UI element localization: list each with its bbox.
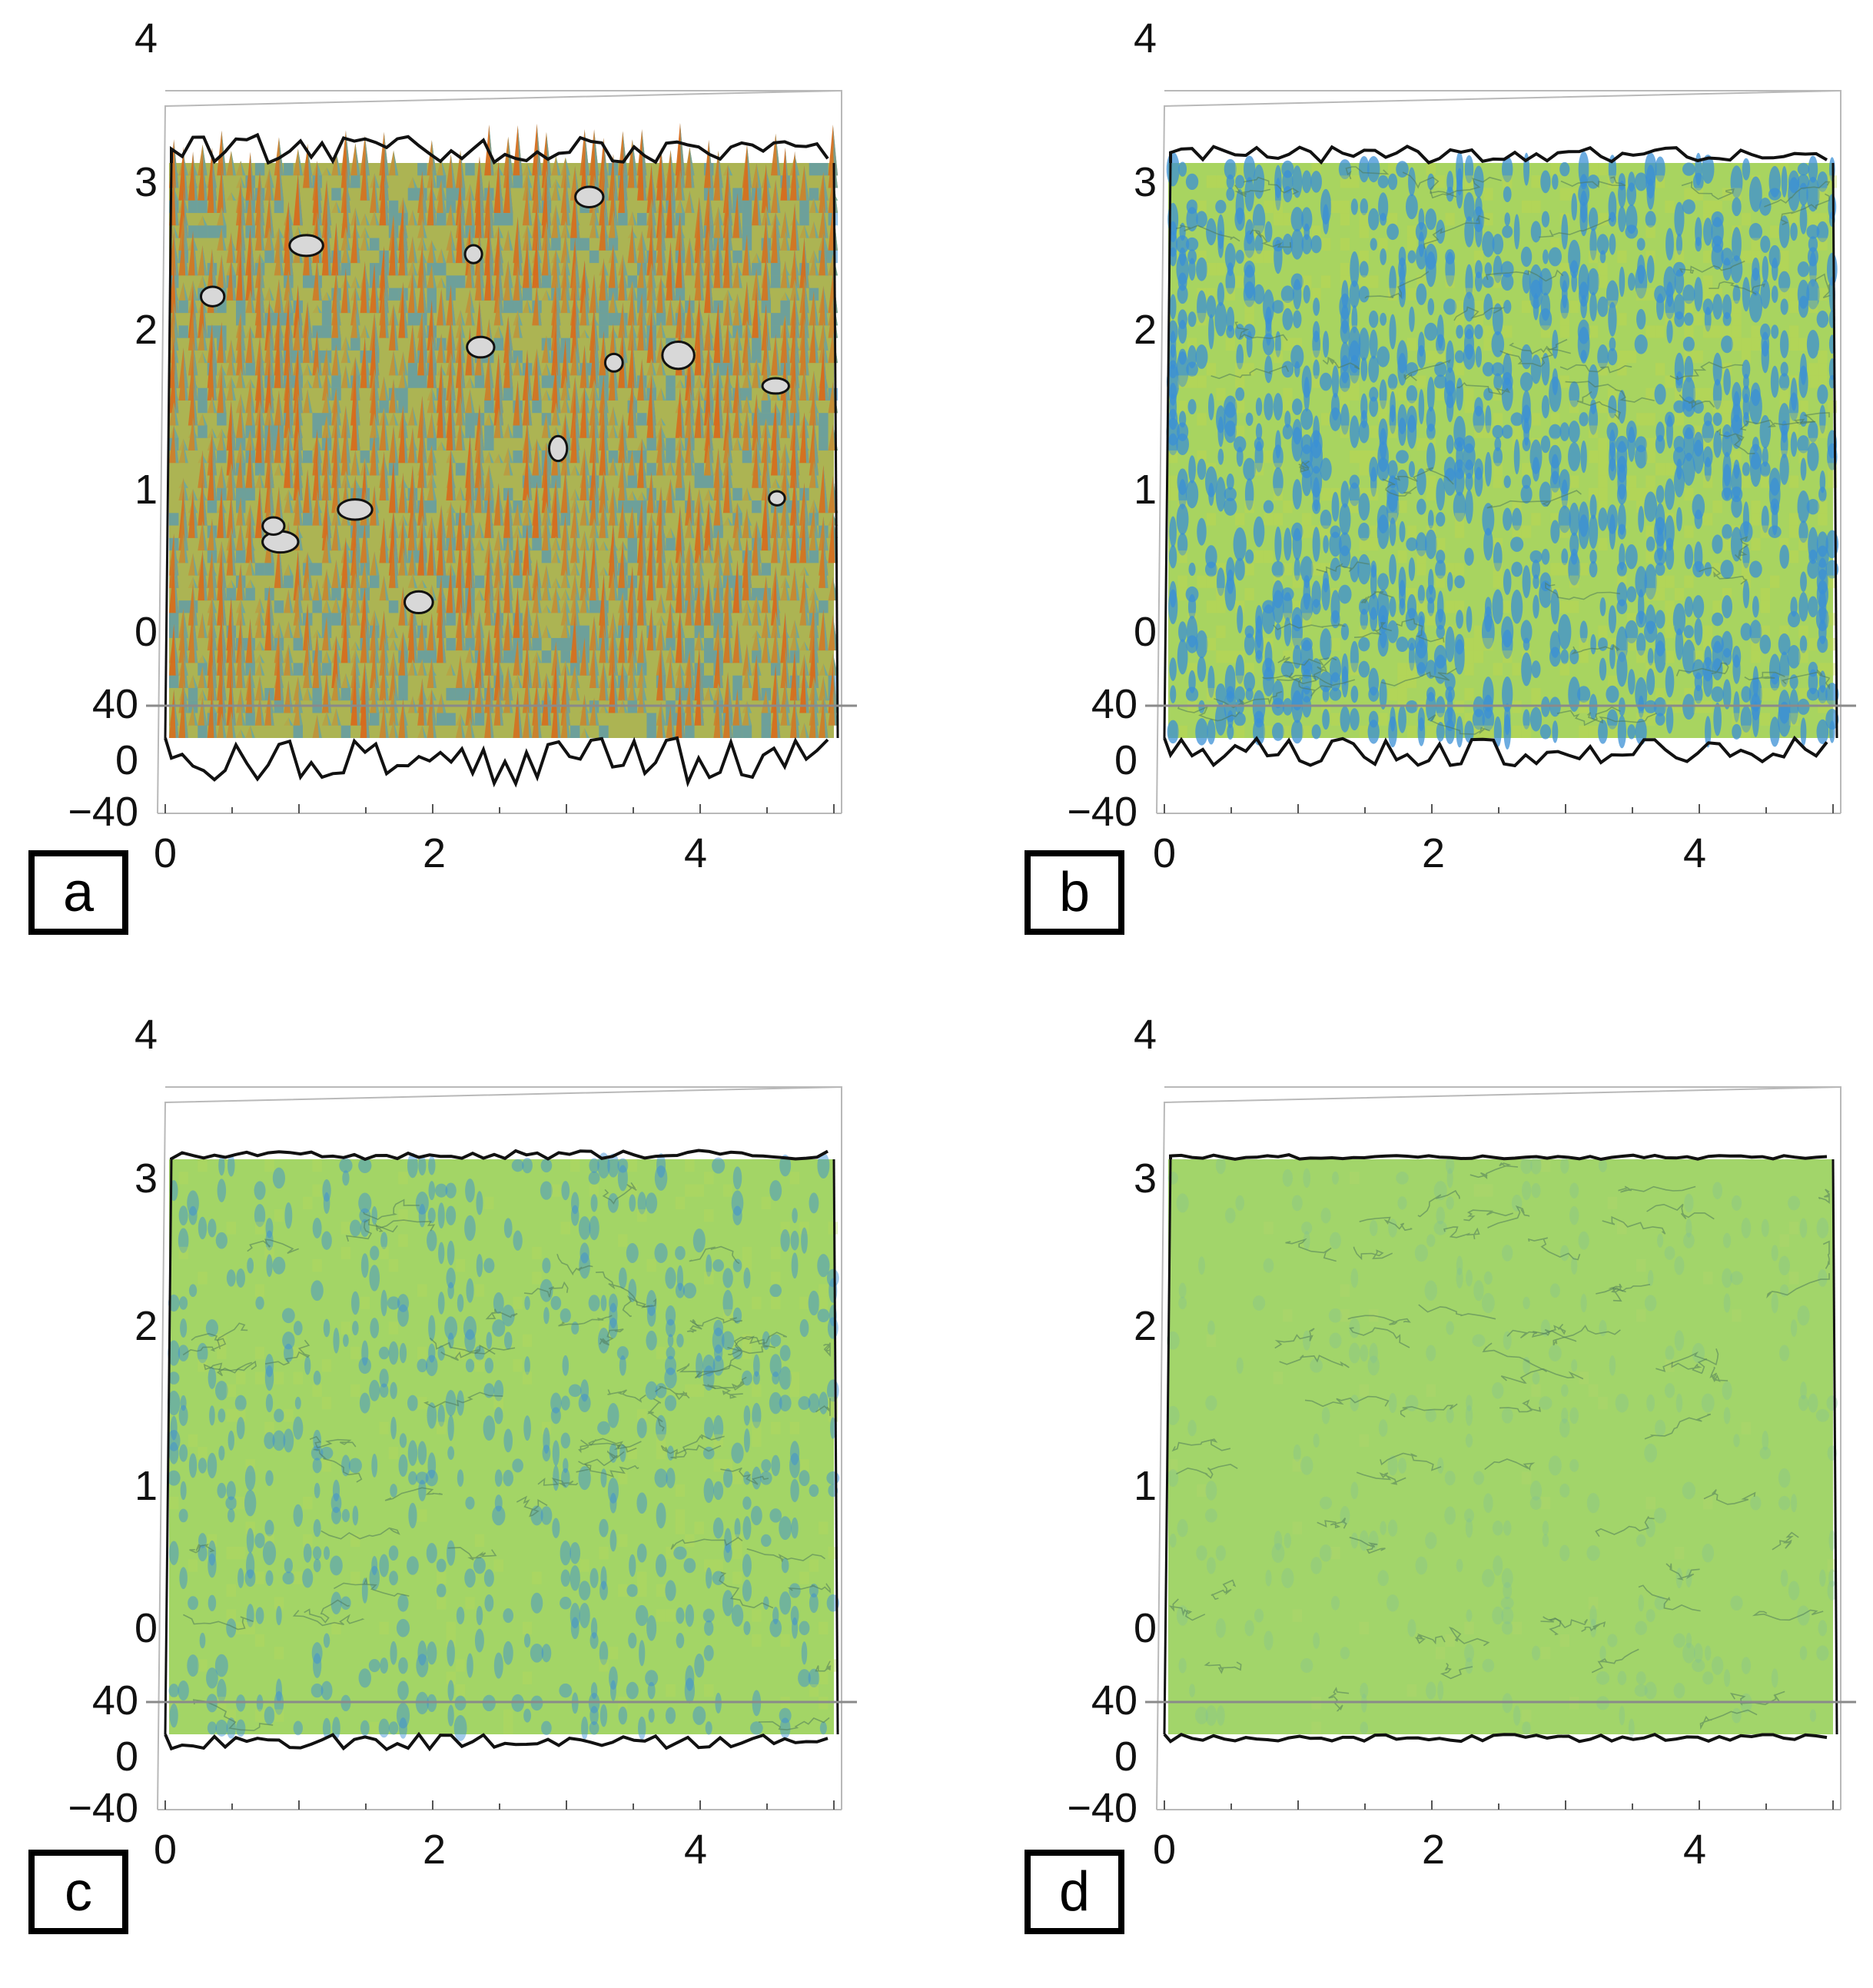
x-tick-label-a-1: 2 — [423, 830, 446, 876]
z-tick-label-d-0: −40 — [1067, 1785, 1137, 1831]
y-tick-label-c-0: 0 — [134, 1605, 158, 1651]
panel-a-label: a — [28, 850, 128, 935]
z-tick-label-b-2: 40 — [1091, 681, 1137, 727]
y-tick-label-b-3: 3 — [1134, 159, 1157, 205]
surface-top-edge-a — [171, 135, 828, 164]
x-tick-label-b-2: 4 — [1683, 830, 1706, 876]
z-tick-label-c-0: −40 — [68, 1785, 138, 1831]
x-tick-label-b-1: 2 — [1422, 830, 1445, 876]
y-tick-label-b-0: 0 — [1134, 609, 1157, 655]
z-tick-label-d-1: 0 — [1114, 1734, 1137, 1780]
surface-bottom-edge-a — [165, 738, 828, 783]
z-tick-label-b-1: 0 — [1114, 737, 1137, 783]
y-tick-label-a-2: 2 — [134, 307, 158, 353]
x-tick-label-c-1: 2 — [423, 1827, 446, 1873]
surface-a — [165, 123, 838, 783]
y-tick-label-a-1: 1 — [134, 467, 158, 513]
panel-b-label: b — [1025, 850, 1124, 935]
x-tick-label-c-2: 4 — [684, 1827, 707, 1873]
x-tick-label-d-2: 4 — [1683, 1827, 1706, 1873]
z-tick-label-d-2: 40 — [1091, 1677, 1137, 1724]
z-tick-label-a-2: 40 — [92, 681, 138, 727]
surface-b — [1164, 146, 1838, 766]
surface-plot-b: 0 1 2 3 4 −40 0 40 0 2 4 — [999, 0, 1873, 992]
z-tick-label-c-2: 40 — [92, 1677, 138, 1724]
y-tick-label-d-3: 3 — [1134, 1155, 1157, 1202]
surface-d — [1164, 1155, 1838, 1741]
surface-plot-c: 0 1 2 3 4 −40 0 40 0 2 4 — [0, 996, 922, 1988]
x-tick-label-a-0: 0 — [154, 830, 177, 876]
panel-b: 0 1 2 3 4 −40 0 40 0 2 4 b — [999, 0, 1873, 992]
panel-c-label: c — [28, 1850, 128, 1934]
z-tick-label-a-1: 0 — [115, 737, 138, 783]
panel-d-label: d — [1025, 1850, 1124, 1934]
z-tick-label-b-0: −40 — [1067, 789, 1137, 835]
panel-d: 0 1 2 3 4 −40 0 40 0 2 4 d — [999, 996, 1873, 1988]
y-tick-label-a-0: 0 — [134, 609, 158, 655]
y-tick-label-c-2: 2 — [134, 1303, 158, 1349]
x-tick-label-d-1: 2 — [1422, 1827, 1445, 1873]
surface-bottom-edge-b — [1164, 738, 1827, 766]
surface-top-edge-d — [1171, 1155, 1827, 1159]
x-tick-label-a-2: 4 — [684, 830, 707, 876]
y-tick-label-b-4: 4 — [1134, 15, 1157, 62]
surface-plot-a: 0 1 2 3 4 −40 0 40 0 2 4 — [0, 0, 922, 992]
x-tick-label-c-0: 0 — [154, 1827, 177, 1873]
surface-c — [165, 1151, 839, 1750]
z-tick-label-a-0: −40 — [68, 789, 138, 835]
y-tick-label-b-1: 1 — [1134, 467, 1157, 513]
surface-plot-d: 0 1 2 3 4 −40 0 40 0 2 4 — [999, 996, 1873, 1988]
surface-bottom-edge-c — [165, 1734, 828, 1750]
y-tick-label-d-0: 0 — [1134, 1605, 1157, 1651]
x-tick-label-b-0: 0 — [1153, 830, 1176, 876]
y-tick-label-a-4: 4 — [134, 15, 158, 62]
y-tick-label-c-3: 3 — [134, 1155, 158, 1202]
surface-top-edge-c — [171, 1151, 828, 1160]
y-tick-label-a-3: 3 — [134, 159, 158, 205]
y-tick-label-d-2: 2 — [1134, 1303, 1157, 1349]
y-tick-label-c-4: 4 — [134, 1012, 158, 1058]
panel-a: 0 1 2 3 4 −40 0 40 0 2 4 a — [0, 0, 922, 992]
y-tick-label-c-1: 1 — [134, 1463, 158, 1509]
surface-top-edge-b — [1171, 146, 1827, 163]
y-tick-label-d-4: 4 — [1134, 1012, 1157, 1058]
x-tick-label-d-0: 0 — [1153, 1827, 1176, 1873]
panel-c: 0 1 2 3 4 −40 0 40 0 2 4 c — [0, 996, 922, 1988]
y-tick-label-b-2: 2 — [1134, 307, 1157, 353]
y-tick-label-d-1: 1 — [1134, 1463, 1157, 1509]
surface-bottom-edge-d — [1164, 1734, 1827, 1741]
z-tick-label-c-1: 0 — [115, 1734, 138, 1780]
